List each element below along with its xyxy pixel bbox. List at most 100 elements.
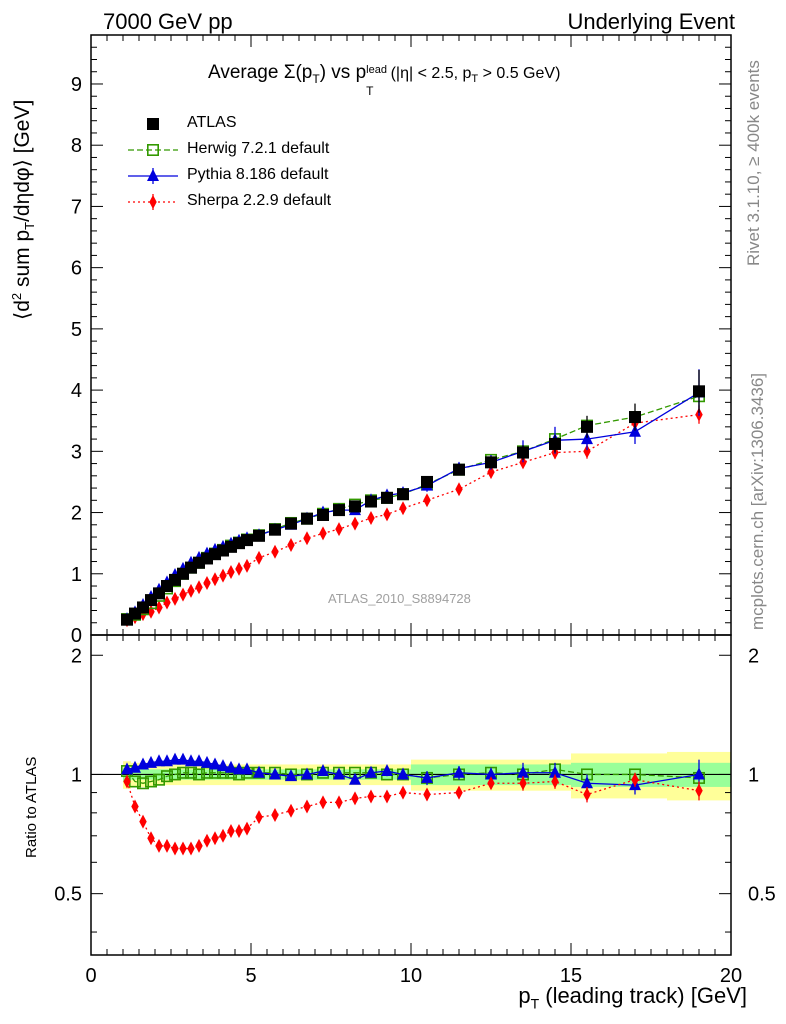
ratio-sherpa-point — [211, 831, 219, 846]
legend-markers — [128, 118, 178, 210]
ratio-pythia-point — [397, 767, 409, 780]
ratio-herwig-point — [193, 768, 206, 781]
ratio-sherpa-point — [203, 833, 211, 848]
ratio-pythia-point — [193, 754, 205, 767]
ratio-herwig-point — [137, 777, 150, 790]
y-tick-label: 2 — [71, 503, 82, 525]
ratio-sherpa-point — [551, 774, 559, 789]
ratio-pythia-point — [185, 754, 197, 767]
ratio-sherpa-point — [631, 772, 639, 787]
ratio-pythia-point — [381, 764, 393, 777]
main-atlas-point — [421, 475, 433, 488]
main-sherpa-point — [335, 522, 343, 537]
ratio-sherpa-point — [695, 783, 703, 798]
legend-sherpa-marker — [149, 195, 157, 209]
main-atlas-point — [549, 437, 561, 450]
ratio-pythia-point — [317, 764, 329, 777]
y-tick-label: 8 — [71, 135, 82, 157]
ratio-sherpa-point — [243, 821, 251, 836]
x-tick-label: 5 — [245, 965, 256, 987]
y-tick-label: 9 — [71, 74, 82, 96]
ratio-herwig-point — [145, 775, 158, 788]
ratio-pythia-point — [549, 765, 561, 778]
legend-label-sherpa: Sherpa 2.2.9 default — [187, 192, 332, 209]
ratio-y-tick-label-right: 1 — [748, 764, 759, 786]
header-left-label: 7000 GeV pp — [103, 9, 233, 34]
ratio-herwig-point — [185, 766, 198, 779]
ratio-sherpa-point — [487, 776, 495, 791]
ratio-pythia-point — [209, 757, 221, 770]
ratio-herwig-point — [169, 768, 182, 781]
ratio-sherpa-point — [139, 814, 147, 829]
main-pythia-line — [126, 391, 700, 620]
ratio-sherpa-point — [179, 841, 187, 856]
ratio-sherpa-point — [367, 789, 375, 804]
ratio-pythia-point — [217, 759, 229, 772]
ratio-sherpa-point — [399, 785, 407, 800]
main-sherpa-point — [487, 465, 495, 480]
ratio-pythia-point — [349, 772, 361, 785]
main-atlas-point — [381, 491, 393, 504]
main-atlas-point — [365, 495, 377, 508]
ratio-pythia-point — [225, 760, 237, 773]
ratio-y-tick-label-left: 0.5 — [54, 884, 82, 906]
main-atlas-point — [253, 529, 265, 542]
legend-pythia-marker — [147, 169, 159, 181]
ratio-sherpa-point — [195, 838, 203, 853]
main-atlas-point — [693, 385, 705, 398]
ratio-pythia-point — [517, 765, 529, 778]
main-atlas-point — [485, 456, 497, 469]
main-sherpa-point — [255, 550, 263, 565]
ratio-sherpa-point — [171, 841, 179, 856]
main-sherpa-point — [219, 568, 227, 583]
main-sherpa-point — [351, 516, 359, 531]
main-sherpa-point — [455, 482, 463, 497]
ratio-herwig-point — [161, 770, 174, 783]
y-tick-label: 0 — [71, 625, 82, 647]
main-sherpa-point — [303, 531, 311, 546]
ratio-sherpa-point — [227, 823, 235, 838]
ratio-herwig-point — [153, 773, 166, 786]
legend-label-pythia: Pythia 8.186 default — [187, 166, 329, 183]
ratio-pythia-point — [421, 770, 433, 783]
main-sherpa-point — [179, 587, 187, 602]
main-sherpa-point — [287, 538, 295, 552]
main-atlas-point — [317, 509, 329, 521]
ratio-pythia-point — [169, 752, 181, 765]
main-sherpa-point — [163, 595, 171, 610]
ratio-sherpa-point — [319, 795, 327, 810]
ratio-pythia-point — [129, 760, 141, 773]
plot-title: Average Σ(pT) vs p lead T (|η| < 2.5, pT >… — [208, 62, 561, 98]
main-atlas-point — [517, 446, 529, 459]
ratio-sherpa-point — [163, 838, 171, 853]
main-atlas-point — [269, 523, 281, 536]
main-sherpa-point — [227, 564, 235, 579]
ratio-y-tick-label-right: 0.5 — [748, 884, 776, 906]
x-tick-label: 0 — [85, 965, 96, 987]
y-tick-label: 5 — [71, 319, 82, 341]
main-sherpa-point — [583, 444, 591, 459]
ratio-sherpa-point — [147, 831, 155, 846]
ratio-pythia-point — [693, 767, 705, 780]
y-tick-label: 7 — [71, 196, 82, 218]
legend-atlas-marker — [147, 118, 159, 130]
main-sherpa-point — [187, 583, 195, 598]
x-tick-label: 15 — [560, 965, 582, 987]
main-sherpa-line — [126, 413, 700, 621]
y-tick-label: 1 — [71, 564, 82, 586]
main-atlas-point — [285, 517, 297, 530]
ratio-sherpa-point — [519, 776, 527, 791]
ratio-pythia-point — [177, 752, 189, 765]
ratio-pythia-point — [285, 769, 297, 782]
main-sherpa-point — [383, 507, 391, 522]
ratio-sherpa-point — [455, 785, 463, 800]
main-sherpa-point — [319, 526, 327, 541]
y-tick-label: 3 — [71, 441, 82, 463]
ratio-pythia-point — [485, 767, 497, 780]
header-right-label: Underlying Event — [567, 9, 735, 34]
ratio-y-tick-label-left: 2 — [71, 645, 82, 667]
main-sherpa-point — [155, 600, 163, 615]
ratio-sherpa-point — [235, 823, 243, 838]
ratio-pythia-point — [153, 754, 165, 767]
main-sherpa-point — [211, 572, 219, 587]
